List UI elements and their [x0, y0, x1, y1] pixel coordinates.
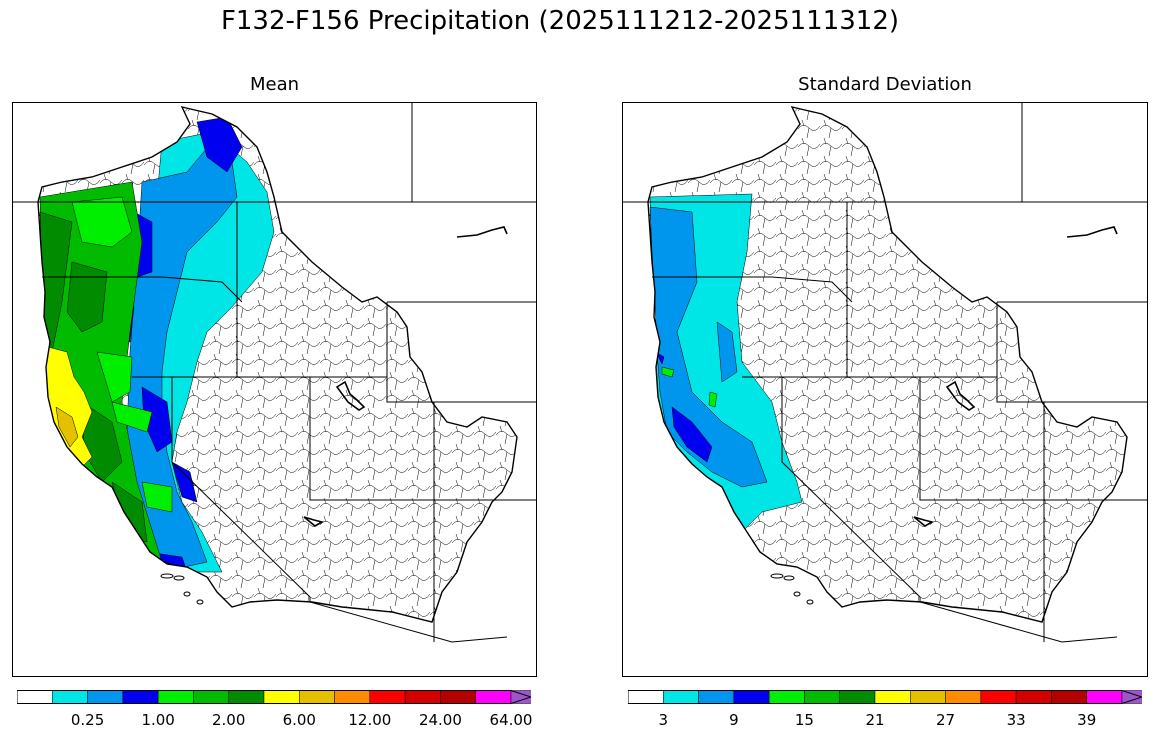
colorbar-tick-label: 1.00 — [141, 711, 175, 729]
colorbar-tick-label: 15 — [794, 711, 814, 729]
colorbar-tick-label: 27 — [936, 711, 956, 729]
colorbar-swatch — [193, 690, 229, 704]
colorbar-swatch — [475, 690, 512, 704]
colorbar-swatch — [698, 690, 735, 704]
colorbar-swatch — [263, 690, 300, 704]
colorbar-swatch — [874, 690, 911, 704]
mean-colorbar — [17, 690, 531, 704]
colorbar-swatch — [440, 690, 476, 704]
colorbar-tick-label: 21 — [865, 711, 885, 729]
colorbar-tick-label: 33 — [1006, 711, 1026, 729]
colorbar-tick-label: 3 — [658, 711, 669, 729]
colorbar-tick-label: 0.25 — [70, 711, 105, 729]
mean-panel-title: Mean — [249, 74, 300, 95]
colorbar-tick-label: 6.00 — [282, 711, 316, 729]
colorbar-swatch — [369, 690, 406, 704]
colorbar-swatch — [122, 690, 159, 704]
colorbar-tick-label: 2.00 — [212, 711, 246, 729]
colorbar-tick-label: 9 — [729, 711, 739, 729]
colorbar-swatch — [1015, 690, 1052, 704]
colorbar-swatch — [804, 690, 840, 704]
colorbar-swatch — [228, 690, 265, 704]
colorbar-swatch — [510, 690, 531, 704]
colorbar-swatch — [1121, 690, 1142, 704]
colorbar-swatch — [910, 690, 946, 704]
colorbar-swatch — [404, 690, 441, 704]
colorbar-swatch — [733, 690, 770, 704]
stddev-colorbar — [628, 690, 1142, 704]
colorbar-swatch — [87, 690, 124, 704]
colorbar-swatch — [628, 690, 664, 704]
colorbar-swatch — [663, 690, 699, 704]
colorbar-swatch — [1051, 690, 1087, 704]
colorbar-tick-label: 24.00 — [418, 711, 462, 729]
colorbar-swatch — [839, 690, 876, 704]
colorbar-swatch — [299, 690, 335, 704]
stddev-panel-title: Standard Deviation — [798, 74, 972, 95]
colorbar-swatch — [334, 690, 371, 704]
colorbar-tick-label: 12.00 — [348, 711, 392, 729]
colorbar-swatch — [52, 690, 88, 704]
colorbar-swatch — [17, 690, 53, 704]
colorbar-tick-label: 39 — [1077, 711, 1097, 729]
colorbar-swatch — [945, 690, 982, 704]
colorbar-swatch — [1086, 690, 1123, 704]
stddev-precipitation-map — [622, 102, 1148, 677]
mean-precipitation-map — [12, 102, 537, 677]
figure-title: F132-F156 Precipitation (2025111212-2025… — [220, 6, 900, 36]
colorbar-tick-label: 64.00 — [489, 711, 533, 729]
colorbar-swatch — [157, 690, 194, 704]
colorbar-swatch — [768, 690, 805, 704]
colorbar-swatch — [980, 690, 1017, 704]
